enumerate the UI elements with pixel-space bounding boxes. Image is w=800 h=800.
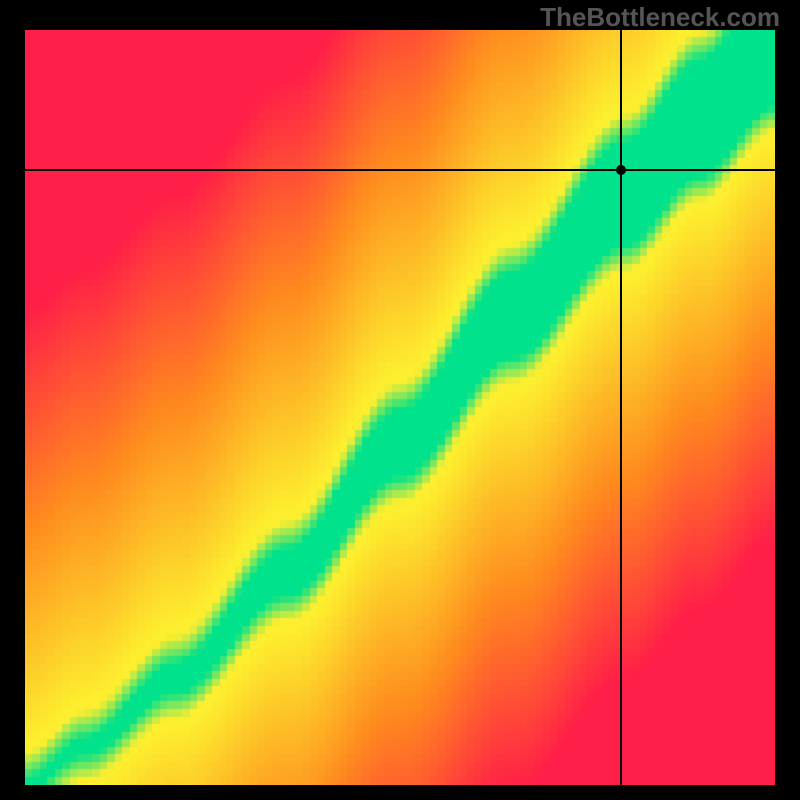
chart-container: TheBottleneck.com <box>0 0 800 800</box>
bottleneck-heatmap <box>25 30 775 785</box>
crosshair-vertical <box>620 30 622 785</box>
watermark-text: TheBottleneck.com <box>540 2 780 33</box>
crosshair-marker <box>616 165 626 175</box>
crosshair-horizontal <box>25 169 775 171</box>
